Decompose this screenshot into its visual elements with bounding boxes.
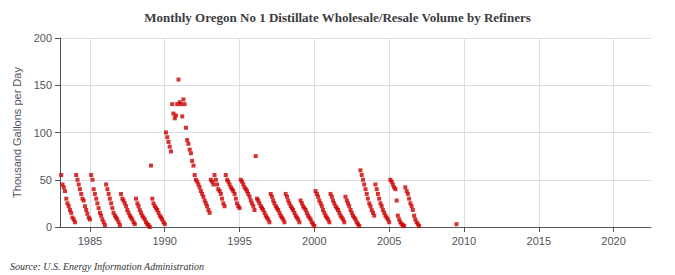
svg-text:150: 150 [34,79,52,91]
svg-text:Monthly Oregon No 1 Distillate: Monthly Oregon No 1 Distillate Wholesale… [144,10,531,25]
svg-text:1995: 1995 [227,235,251,247]
svg-text:2010: 2010 [452,235,476,247]
svg-text:Source: U.S. Energy Informatio: Source: U.S. Energy Information Administ… [10,261,204,272]
svg-text:1985: 1985 [78,235,102,247]
svg-text:100: 100 [34,127,52,139]
svg-text:1990: 1990 [152,235,176,247]
svg-text:0: 0 [46,221,52,233]
svg-text:2015: 2015 [527,235,551,247]
svg-text:2020: 2020 [601,235,625,247]
svg-text:2000: 2000 [302,235,326,247]
svg-text:2005: 2005 [377,235,401,247]
svg-text:Thousand Gallons per Day: Thousand Gallons per Day [11,67,23,198]
svg-text:200: 200 [34,32,52,44]
svg-text:50: 50 [40,174,52,186]
